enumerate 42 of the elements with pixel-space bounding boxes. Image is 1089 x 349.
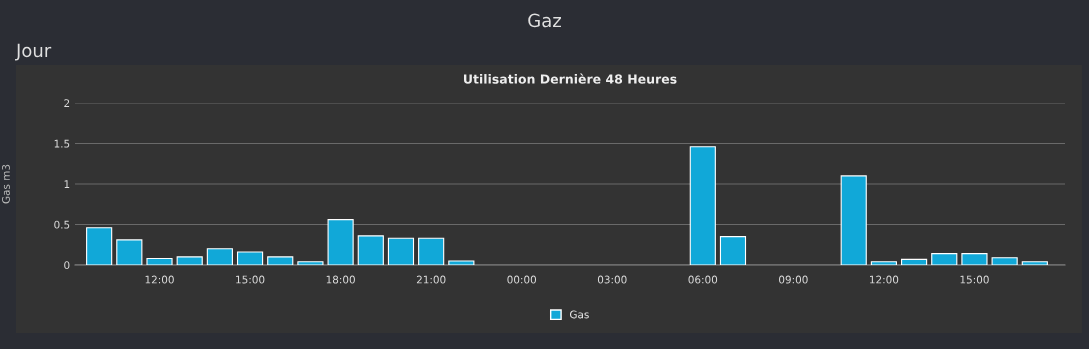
x-tick-label: 18:00 [326, 275, 355, 284]
text: Gaz [528, 13, 561, 28]
chart-title: Utilisation Dernière 48 Heures [464, 73, 677, 84]
bar [357, 235, 384, 265]
bar [176, 256, 203, 265]
bar [327, 219, 354, 265]
x-tick-label: 21:00 [416, 275, 446, 284]
bar [689, 146, 716, 265]
x-tick-label: 03:00 [597, 275, 627, 284]
bar [840, 175, 867, 265]
x-tick-label: 12:00 [870, 275, 899, 284]
bar [236, 251, 264, 265]
y-tick-label: 0.5 [54, 220, 70, 229]
bar [116, 239, 143, 265]
bar [961, 253, 988, 265]
bar [387, 237, 415, 265]
bar [991, 257, 1018, 265]
y-tick-label: 1 [64, 180, 70, 188]
x-tick-label: 15:00 [236, 275, 265, 284]
x-tick-label: 12:00 [145, 275, 174, 284]
bar [267, 256, 294, 265]
bar [297, 261, 324, 265]
bar [146, 257, 173, 265]
bar [448, 260, 475, 265]
x-tick-label: 15:00 [960, 275, 989, 284]
bar [870, 261, 897, 265]
y-tick-label: 0 [64, 261, 70, 270]
x-tick-label: 09:00 [779, 275, 808, 284]
bar [719, 236, 747, 265]
text: Jour [15, 43, 52, 61]
bar [931, 253, 958, 265]
bar [901, 258, 928, 265]
y-tick-label: 2 [64, 99, 70, 107]
x-tick-label: 06:00 [688, 275, 718, 284]
y-axis-title: Gas m3 [2, 164, 10, 204]
legend-label: Gas [570, 310, 589, 319]
y-tick-label: 1.5 [54, 139, 70, 148]
bar [418, 237, 445, 265]
x-tick-label: 00:00 [507, 275, 537, 284]
bar [86, 227, 113, 265]
bar [206, 248, 233, 265]
bar [1021, 261, 1048, 265]
